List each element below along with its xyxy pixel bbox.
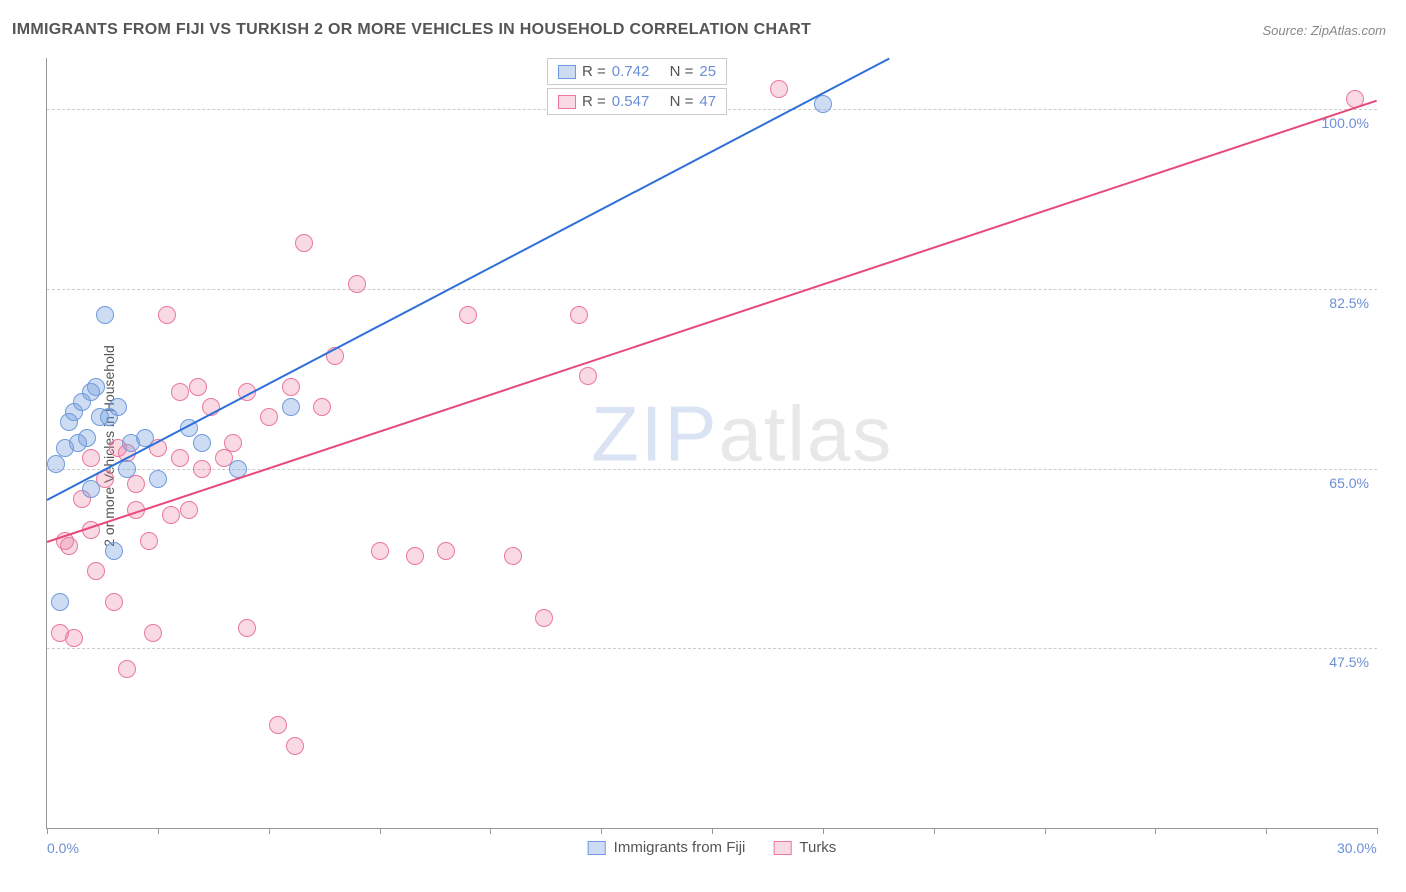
gridline — [47, 289, 1377, 290]
legend-label: Turks — [799, 839, 836, 856]
scatter-point — [105, 593, 123, 611]
scatter-point — [535, 609, 553, 627]
scatter-point — [171, 383, 189, 401]
source-label: Source: ZipAtlas.com — [1262, 23, 1386, 38]
correlation-info: R = 0.547 N = 47 — [547, 88, 727, 115]
watermark-bold: ZIP — [591, 389, 718, 477]
n-label: N = — [670, 63, 694, 80]
scatter-point — [51, 593, 69, 611]
scatter-point — [82, 480, 100, 498]
legend-swatch-icon — [558, 65, 576, 79]
x-tick — [47, 828, 48, 834]
x-tick — [269, 828, 270, 834]
x-tick — [1045, 828, 1046, 834]
legend-swatch-icon — [588, 841, 606, 855]
scatter-point — [193, 434, 211, 452]
x-tick — [934, 828, 935, 834]
scatter-point — [82, 449, 100, 467]
scatter-point — [96, 306, 114, 324]
scatter-point — [406, 547, 424, 565]
scatter-point — [260, 408, 278, 426]
scatter-point — [87, 562, 105, 580]
scatter-point — [65, 629, 83, 647]
scatter-point — [127, 475, 145, 493]
scatter-plot: ZIPatlas 47.5%65.0%82.5%100.0%0.0%30.0%R… — [46, 58, 1377, 829]
y-tick-label: 47.5% — [1329, 654, 1369, 670]
legend-swatch-icon — [773, 841, 791, 855]
scatter-point — [371, 542, 389, 560]
x-tick — [1266, 828, 1267, 834]
x-tick — [823, 828, 824, 834]
scatter-point — [87, 378, 105, 396]
scatter-point — [118, 660, 136, 678]
scatter-point — [504, 547, 522, 565]
r-value: 0.547 — [612, 93, 650, 110]
scatter-point — [295, 234, 313, 252]
watermark-thin: atlas — [719, 389, 894, 477]
scatter-point — [238, 619, 256, 637]
scatter-point — [269, 716, 287, 734]
gridline — [47, 648, 1377, 649]
legend-item: Turks — [773, 839, 836, 856]
scatter-point — [47, 455, 65, 473]
scatter-point — [770, 80, 788, 98]
scatter-point — [282, 378, 300, 396]
scatter-point — [144, 624, 162, 642]
scatter-point — [313, 398, 331, 416]
watermark: ZIPatlas — [591, 388, 893, 479]
scatter-point — [171, 449, 189, 467]
x-tick-label: 30.0% — [1337, 840, 1377, 856]
scatter-point — [162, 506, 180, 524]
r-value: 0.742 — [612, 63, 650, 80]
scatter-point — [180, 501, 198, 519]
scatter-point — [193, 460, 211, 478]
page-title: IMMIGRANTS FROM FIJI VS TURKISH 2 OR MOR… — [12, 21, 811, 39]
scatter-point — [814, 95, 832, 113]
scatter-point — [158, 306, 176, 324]
y-tick-label: 65.0% — [1329, 475, 1369, 491]
r-label: R = — [582, 63, 606, 80]
n-value: 47 — [699, 93, 716, 110]
n-value: 25 — [699, 63, 716, 80]
scatter-point — [109, 398, 127, 416]
scatter-point — [570, 306, 588, 324]
x-tick — [712, 828, 713, 834]
scatter-point — [348, 275, 366, 293]
trend-line — [47, 58, 890, 501]
r-label: R = — [582, 93, 606, 110]
scatter-point — [437, 542, 455, 560]
scatter-point — [286, 737, 304, 755]
x-tick — [158, 828, 159, 834]
scatter-point — [224, 434, 242, 452]
scatter-point — [140, 532, 158, 550]
x-tick — [490, 828, 491, 834]
scatter-point — [579, 367, 597, 385]
correlation-info: R = 0.742 N = 25 — [547, 58, 727, 85]
legend-swatch-icon — [558, 95, 576, 109]
y-tick-label: 82.5% — [1329, 295, 1369, 311]
scatter-point — [78, 429, 96, 447]
scatter-point — [60, 537, 78, 555]
scatter-point — [189, 378, 207, 396]
trend-line — [47, 99, 1378, 542]
scatter-point — [149, 470, 167, 488]
legend-item: Immigrants from Fiji — [588, 839, 746, 856]
legend: Immigrants from Fiji Turks — [588, 839, 837, 856]
x-tick-label: 0.0% — [47, 840, 79, 856]
scatter-point — [105, 542, 123, 560]
n-label: N = — [670, 93, 694, 110]
y-tick-label: 100.0% — [1322, 115, 1369, 131]
x-tick — [380, 828, 381, 834]
legend-label: Immigrants from Fiji — [614, 839, 746, 856]
scatter-point — [459, 306, 477, 324]
scatter-point — [282, 398, 300, 416]
x-tick — [1155, 828, 1156, 834]
x-tick — [1377, 828, 1378, 834]
x-tick — [601, 828, 602, 834]
